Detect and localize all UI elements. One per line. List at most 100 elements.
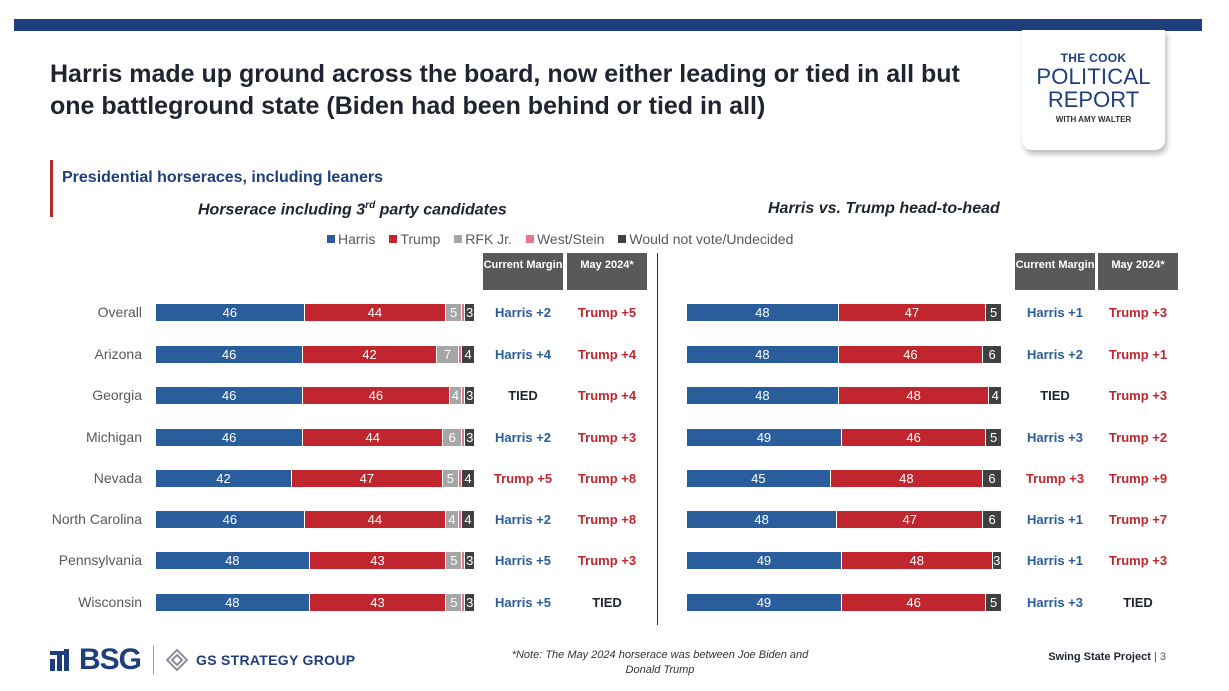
legend-swatch — [618, 235, 627, 243]
bar-segment-trump: 46 — [840, 429, 986, 446]
bar-segment-trump: 48 — [840, 552, 992, 569]
footnote: *Note: The May 2024 horserace was betwee… — [511, 649, 809, 676]
current-margin-value: Harris +3 — [1026, 430, 1083, 445]
bar-segment-harris: 48 — [687, 387, 838, 404]
bar-segment-west-stein — [461, 429, 465, 446]
bar-segment-would-not-vote-undecided: 3 — [464, 594, 474, 611]
current-margin-value: Trump +5 — [493, 471, 553, 486]
bar-segment-would-not-vote-undecided: 5 — [985, 429, 1001, 446]
bar-segment-trump: 48 — [829, 470, 982, 487]
bar-segment-west-stein — [461, 387, 465, 404]
may-2024-margin-value: Trump +3 — [577, 553, 637, 568]
current-margin-header-label: Current Margin — [1015, 259, 1095, 271]
current-margin-value: Trump +3 — [1025, 471, 1085, 486]
bsg-text: BSG — [79, 643, 142, 676]
legend-swatch — [327, 235, 335, 243]
logo-line-4: WITH AMY WALTER — [1055, 115, 1132, 124]
bar-segment-harris: 46 — [156, 429, 303, 446]
stacked-bar: 49 46 5 — [687, 594, 1001, 611]
bar-segment-west-stein — [461, 304, 465, 321]
bar-segment-harris: 49 — [687, 594, 841, 611]
left-panel-title: Horserace including 3rd party candidates — [198, 200, 507, 219]
current-margin-value: Harris +1 — [1026, 553, 1083, 568]
legend-label: Would not vote/Undecided — [629, 231, 794, 247]
bar-segment-trump: 48 — [837, 387, 989, 404]
bar-segment-would-not-vote-undecided: 4 — [461, 346, 474, 363]
logo-line-2: POLITICAL — [1036, 64, 1151, 89]
may-2024-header-label: May 2024* — [1111, 259, 1165, 271]
stacked-bar: 46 46 4 3 — [156, 387, 474, 404]
current-margin-header-left: Current Margin — [483, 253, 563, 290]
cook-political-report-logo: THE COOK POLITICAL REPORT WITH AMY WALTE… — [1022, 30, 1165, 150]
top-accent-bar — [14, 19, 1202, 31]
bar-segment-harris: 49 — [687, 429, 841, 446]
bar-segment-harris: 48 — [156, 552, 309, 569]
bar-segment-harris: 42 — [156, 470, 291, 487]
bar-segment-west-stein — [461, 552, 465, 569]
may-2024-margin-value: Trump +3 — [577, 430, 637, 445]
may-2024-margin-value: Trump +5 — [577, 305, 637, 320]
may-2024-margin-value: Trump +3 — [1108, 305, 1168, 320]
bar-segment-trump: 46 — [302, 387, 449, 404]
current-margin-value: Harris +4 — [494, 347, 551, 362]
chart-legend: Harris Trump RFK Jr. West/Stein Would not vo… — [327, 230, 793, 248]
row-label: Pennsylvania — [58, 552, 142, 568]
bar-segment-west-stein — [458, 346, 462, 363]
current-margin-value: Harris +2 — [1026, 347, 1083, 362]
bar-segment-harris: 46 — [156, 387, 303, 404]
bar-segment-trump: 47 — [837, 304, 986, 321]
may-2024-margin-value: TIED — [592, 595, 622, 610]
bar-segment-harris: 48 — [687, 346, 838, 363]
stacked-bar: 48 46 6 — [687, 346, 1001, 363]
logo-line-1: THE COOK — [1060, 51, 1127, 65]
row-label: Nevada — [93, 470, 142, 486]
page-number: 3 — [1159, 651, 1166, 663]
bar-segment-would-not-vote-undecided: 4 — [461, 470, 474, 487]
row-label: Overall — [97, 304, 142, 320]
bar-segment-harris: 48 — [156, 594, 309, 611]
current-margin-value: Harris +2 — [494, 512, 551, 527]
bar-segment-harris: 45 — [687, 470, 830, 487]
may-2024-header-right: May 2024* — [1098, 253, 1178, 290]
row-label: Wisconsin — [78, 594, 142, 610]
current-margin-value: TIED — [508, 388, 538, 403]
legend-item: Would not vote/Undecided — [618, 230, 793, 248]
project-separator: | — [1153, 651, 1160, 663]
footer-logos: BSG GS STRATEGY GROUP — [50, 643, 355, 677]
current-margin-header-label: Current Margin — [483, 259, 563, 271]
bar-segment-trump: 44 — [302, 429, 443, 446]
row-label: Georgia — [92, 387, 142, 403]
bar-segment-trump: 47 — [836, 511, 983, 528]
section-accent-bar — [50, 160, 53, 217]
logo-line-3: REPORT — [1047, 87, 1140, 112]
bar-segment-would-not-vote-undecided: 3 — [464, 429, 474, 446]
gs-strategy-logo: GS STRATEGY GROUP — [166, 649, 355, 671]
bar-segment-harris: 46 — [156, 304, 304, 321]
bar-segment-would-not-vote-undecided: 5 — [985, 304, 1001, 321]
may-2024-margin-value: TIED — [1123, 595, 1153, 610]
page-title: Harris made up ground across the board, … — [50, 60, 960, 120]
current-margin-value: Harris +2 — [494, 305, 551, 320]
bar-segment-would-not-vote-undecided: 6 — [981, 470, 1001, 487]
section-subtitle: Presidential horseraces, including leane… — [62, 169, 384, 186]
footer-project: Swing State Project | 3 — [1048, 651, 1166, 663]
legend-label: Trump — [400, 231, 441, 247]
may-2024-margin-value: Trump +9 — [1108, 471, 1168, 486]
may-2024-margin-value: Trump +3 — [1108, 388, 1168, 403]
bsg-bars-icon — [50, 649, 69, 671]
may-2024-margin-value: Trump +7 — [1108, 512, 1168, 527]
legend-label: West/Stein — [536, 231, 605, 247]
may-2024-margin-value: Trump +4 — [577, 347, 637, 362]
bar-segment-would-not-vote-undecided: 3 — [464, 304, 474, 321]
stacked-bar: 42 47 5 4 — [156, 470, 474, 487]
bar-segment-harris: 49 — [687, 552, 841, 569]
bar-segment-rfk-jr: 7 — [435, 346, 459, 363]
stacked-bar: 48 47 5 — [687, 304, 1001, 321]
legend-item: RFK Jr. — [454, 230, 512, 248]
stacked-bar: 46 44 6 3 — [156, 429, 474, 446]
current-margin-header-right: Current Margin — [1015, 253, 1095, 290]
bar-segment-rfk-jr: 4 — [448, 387, 462, 404]
bar-segment-trump: 43 — [308, 594, 446, 611]
legend-swatch — [525, 235, 534, 243]
bar-segment-trump: 44 — [303, 511, 446, 528]
